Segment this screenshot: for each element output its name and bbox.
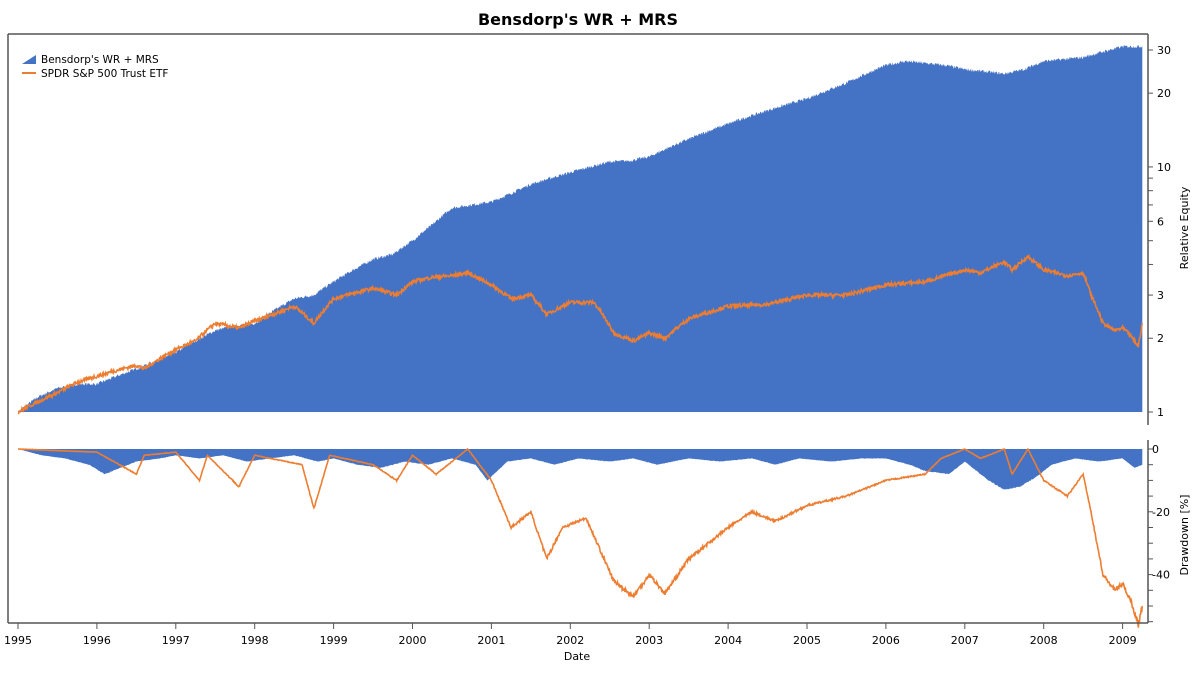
x-tick-label: 2001 [477,634,505,647]
x-tick-label: 2002 [556,634,584,647]
y-label-drawdown: Drawdown [%] [1178,495,1191,576]
x-tick-label: 1995 [4,634,32,647]
y-label-equity: Relative Equity [1178,186,1191,269]
y-tick-label-equity: 3 [1157,289,1164,302]
x-label: Date [564,650,591,663]
x-tick-label: 1999 [320,634,348,647]
y-tick-label-equity: 30 [1157,44,1171,57]
drawdown-plot [18,447,1144,628]
chart-title: Bensdorp's WR + MRS [478,10,678,29]
equity-plot [17,45,1144,415]
y-tick-label-drawdown: -40 [1152,569,1170,582]
y-tick-label-drawdown: 0 [1152,443,1159,456]
x-tick-label: 2008 [1030,634,1058,647]
x-tick-label: 1997 [162,634,190,647]
y-tick-label-equity: 2 [1157,332,1164,345]
spy-drawdown-line [18,447,1144,628]
legend: Bensdorp's WR + MRS SPDR S&P 500 Trust E… [22,54,168,80]
y-tick-label-equity: 20 [1157,87,1171,100]
x-tick-label: 2000 [399,634,427,647]
legend-area-swatch [22,55,36,64]
x-tick-label: 2007 [951,634,979,647]
x-tick-label: 2006 [872,634,900,647]
x-tick-label: 2003 [635,634,663,647]
x-tick-label: 1996 [83,634,111,647]
axes: 1 2 3 6 10 20 30 0 -20 -40 1995 1996 1997 1998 1999 200… [4,33,1171,647]
spy-equity-line [17,253,1144,415]
y-tick-label-drawdown: -20 [1152,506,1170,519]
x-tick-label: 2004 [714,634,742,647]
x-tick-label: 2009 [1109,634,1137,647]
x-tick-label: 1998 [241,634,269,647]
y-tick-label-equity: 1 [1157,406,1164,419]
legend-label-spy: SPDR S&P 500 Trust ETF [41,68,168,80]
x-tick-label: 2005 [793,634,821,647]
y-tick-label-equity: 6 [1157,215,1164,228]
strategy-equity-area [18,45,1143,412]
y-tick-label-equity: 10 [1157,161,1171,174]
legend-label-strategy: Bensdorp's WR + MRS [41,54,159,66]
